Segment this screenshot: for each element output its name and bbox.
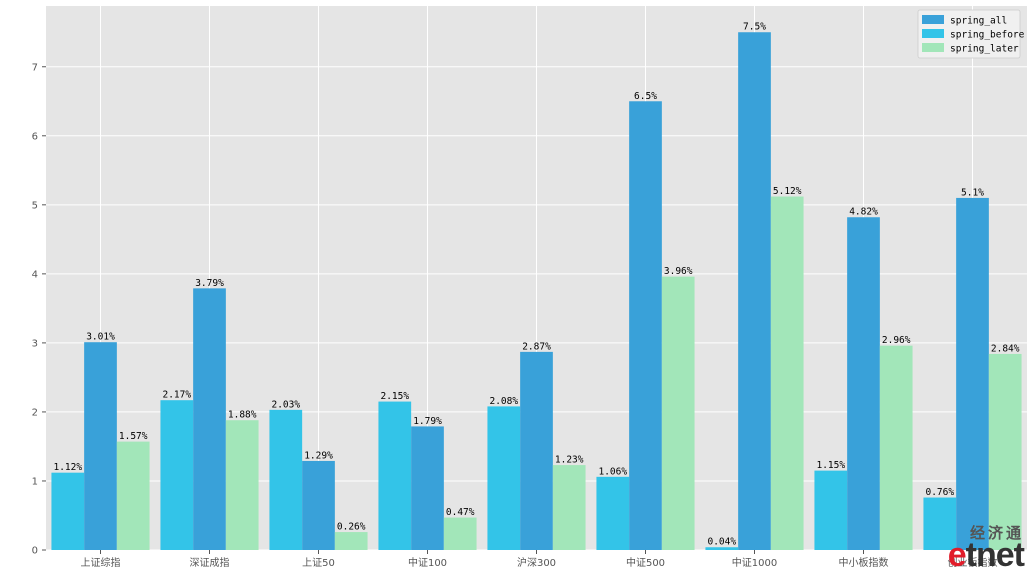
legend-label-spring_before: spring_before bbox=[950, 30, 1025, 41]
bar-spring_all bbox=[84, 342, 117, 550]
y-tick-label: 4 bbox=[32, 269, 38, 280]
legend-swatch-spring_all bbox=[922, 15, 944, 24]
y-tick-label: 1 bbox=[32, 476, 38, 487]
data-label-spring_before: 1.15% bbox=[816, 460, 845, 471]
data-label-spring_later: 2.96% bbox=[882, 335, 911, 346]
bar-spring_later bbox=[443, 517, 477, 550]
bar-spring_before bbox=[160, 400, 194, 550]
bar-spring_before bbox=[814, 470, 848, 550]
logo-letter-e: e bbox=[947, 536, 967, 574]
data-label-spring_later: 2.84% bbox=[991, 343, 1020, 354]
bar-spring_all bbox=[411, 426, 444, 550]
bars bbox=[51, 32, 1022, 551]
bar-spring_later bbox=[116, 441, 150, 550]
data-label-spring_later: 0.47% bbox=[446, 507, 475, 518]
y-tick-label: 0 bbox=[32, 546, 38, 557]
data-label-spring_before: 0.04% bbox=[707, 537, 736, 548]
data-labels: 1.12% 2.17% 2.03% 2.15% 2.08% 1.06% 0.04% 1.15%… bbox=[53, 22, 1019, 548]
bar-spring_before bbox=[705, 547, 739, 550]
bar-spring_before bbox=[923, 497, 957, 550]
bar-spring_before bbox=[51, 472, 85, 550]
data-label-spring_before: 2.08% bbox=[489, 396, 518, 407]
bar-spring_all bbox=[629, 101, 662, 550]
data-label-spring_all: 6.5% bbox=[634, 91, 657, 102]
bar-spring_all bbox=[738, 32, 771, 550]
bar-spring_later bbox=[879, 345, 913, 550]
data-label-spring_later: 3.96% bbox=[664, 266, 693, 277]
data-label-spring_all: 1.79% bbox=[413, 416, 442, 427]
axes: 0 1 2 3 4 5 6 7 上证综指 深证成指 上证50 中证100 沪深300 中证500 中证100… bbox=[32, 62, 998, 569]
bar-spring_later bbox=[661, 276, 695, 550]
data-label-spring_later: 1.23% bbox=[555, 455, 584, 466]
legend-swatch-spring_later bbox=[922, 43, 944, 52]
data-label-spring_all: 3.79% bbox=[195, 278, 224, 289]
x-tick-label: 中证500 bbox=[626, 556, 665, 569]
data-label-spring_later: 0.26% bbox=[337, 522, 366, 533]
bar-spring_later bbox=[988, 353, 1022, 550]
y-tick-label: 6 bbox=[32, 131, 38, 142]
y-tick-label: 5 bbox=[32, 200, 38, 211]
bar-spring_all bbox=[956, 197, 989, 551]
legend-label-spring_later: spring_later bbox=[950, 44, 1019, 55]
x-tick-label: 深证成指 bbox=[190, 556, 230, 569]
x-tick-label: 中证1000 bbox=[732, 556, 777, 569]
data-label-spring_all: 5.1% bbox=[961, 187, 984, 198]
data-label-spring_before: 2.17% bbox=[162, 390, 191, 401]
data-label-spring_before: 2.03% bbox=[271, 399, 300, 410]
bar-spring_later bbox=[770, 196, 804, 550]
data-label-spring_before: 2.15% bbox=[380, 391, 409, 402]
bar-spring_all bbox=[520, 351, 553, 550]
bar-spring_before bbox=[487, 406, 521, 550]
x-tick-label: 上证综指 bbox=[81, 556, 121, 569]
etnet-logo: 经济通 etnet bbox=[947, 524, 1025, 574]
x-tick-label: 创业板指数 bbox=[948, 556, 998, 569]
data-label-spring_all: 2.87% bbox=[522, 341, 551, 352]
bar-spring_before bbox=[378, 401, 412, 550]
y-tick-label: 3 bbox=[32, 338, 38, 349]
logo-letters-tnet: tnet bbox=[965, 536, 1025, 574]
y-tick-label: 7 bbox=[32, 62, 38, 73]
legend-label-spring_all: spring_all bbox=[950, 16, 1007, 27]
bar-spring_later bbox=[334, 532, 368, 550]
bar-spring_all bbox=[302, 460, 335, 550]
data-label-spring_all: 3.01% bbox=[86, 332, 115, 343]
y-tick-label: 2 bbox=[32, 407, 38, 418]
logo-english-text: etnet bbox=[947, 536, 1025, 574]
data-label-spring_all: 4.82% bbox=[849, 207, 878, 218]
legend: spring_all spring_before spring_later bbox=[917, 9, 1025, 59]
x-tick-label: 中小板指数 bbox=[839, 556, 889, 569]
data-label-spring_later: 5.12% bbox=[773, 186, 802, 197]
bar-spring_before bbox=[596, 476, 630, 550]
bar-spring_before bbox=[269, 409, 303, 550]
x-tick-label: 上证50 bbox=[302, 557, 335, 569]
bar-spring_later bbox=[225, 420, 259, 550]
bar-spring_all bbox=[193, 288, 226, 550]
data-label-spring_before: 0.76% bbox=[925, 487, 954, 498]
x-tick-label: 沪深300 bbox=[517, 556, 556, 569]
data-label-spring_later: 1.57% bbox=[119, 431, 148, 442]
bar-spring_later bbox=[552, 465, 586, 550]
bar-spring_all bbox=[847, 217, 880, 551]
data-label-spring_later: 1.88% bbox=[228, 410, 257, 421]
data-label-spring_all: 7.5% bbox=[743, 22, 766, 33]
x-tick-label: 中证100 bbox=[408, 556, 447, 569]
data-label-spring_before: 1.12% bbox=[53, 462, 82, 473]
data-label-spring_all: 1.29% bbox=[304, 450, 333, 461]
data-label-spring_before: 1.06% bbox=[598, 466, 627, 477]
legend-swatch-spring_before bbox=[922, 29, 944, 38]
logo-chinese-text: 经济通 bbox=[969, 524, 1024, 542]
